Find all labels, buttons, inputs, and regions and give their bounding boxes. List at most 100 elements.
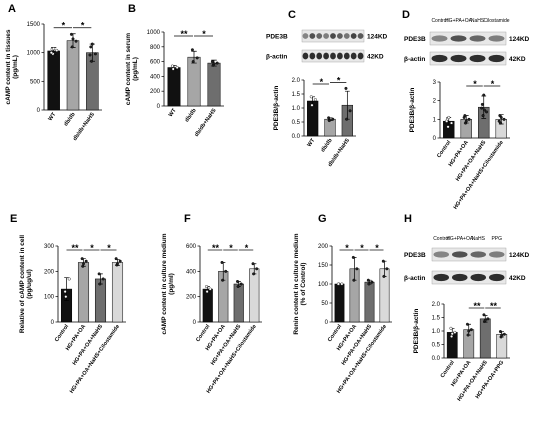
data-point [90,42,94,46]
y-axis-label: (% of Control) [300,263,307,306]
blot-band [431,54,448,63]
data-point [205,285,209,289]
y-tick-label: 300 [44,244,55,250]
blot-band [316,52,323,60]
blot-band [488,273,505,282]
blot-row-label: PDE3B [266,34,288,41]
blot-band [316,33,323,39]
data-point [101,277,105,281]
data-point [466,333,470,337]
blot-band [488,54,505,63]
blot-size-label: 42KD [509,275,526,282]
data-point [236,279,240,283]
blot-band [343,33,350,39]
data-point [93,52,97,56]
y-axis-label: (pg/ml) [168,273,175,295]
x-tick-label: db/db [63,111,77,127]
y-tick-label: 3 [433,80,437,86]
blot-size-label: 42KD [509,56,526,63]
data-point [71,37,75,41]
bar [364,281,375,323]
y-tick-label: 1.0 [432,329,441,335]
significance-label: * [337,75,341,85]
x-tick-label: HG+PA+OA+NaHS [72,323,105,366]
blot-band [488,35,505,42]
data-point [69,32,73,36]
data-point [367,282,371,286]
bar [94,278,107,323]
data-point [382,274,386,278]
blot-band [433,251,450,258]
data-point [67,277,71,281]
y-tick-label: 0 [325,320,329,326]
blot-band [357,52,364,60]
y-axis-label: cAMP content in culture medium [161,233,168,334]
y-tick-label: 0 [157,104,161,110]
data-point [336,282,340,286]
data-point [381,259,385,263]
panel-letter: A [8,3,16,15]
y-tick-label: 2 [433,99,437,105]
x-tick-label: WT [168,107,178,118]
y-axis-label: PDE3B/β-actin [413,309,420,354]
x-tick-label: WT [47,111,57,122]
data-point [205,290,209,294]
y-tick-label: 1000 [27,51,41,57]
y-tick-label: 1500 [27,22,41,28]
bar [187,56,201,107]
blot-band [330,33,336,39]
data-point [327,116,331,120]
bar [167,67,181,107]
y-tick-label: 200 [318,244,329,250]
data-point [446,125,450,129]
y-tick-label: 2.0 [292,78,301,84]
blot-strip [429,51,507,66]
data-point [464,119,468,123]
data-point [450,334,454,338]
y-tick-label: 0 [433,136,437,142]
blot-band [302,52,309,60]
data-point [118,259,122,263]
y-tick-label: 0 [51,320,55,326]
x-tick-label: HG+PA+OA+NaHS [456,359,489,402]
panel-letter: B [128,3,136,15]
blot-size-label: 124KD [509,36,530,43]
y-tick-label: 200 [150,89,161,95]
data-point [453,330,457,334]
significance-label: ** [71,243,79,253]
data-point [331,117,335,121]
significance-label: * [473,79,477,89]
blot-row-label: β-actin [404,56,425,63]
y-tick-label: 200 [186,295,197,301]
y-tick-label: 500 [30,79,41,85]
blot-size-label: 124KD [509,252,530,259]
data-point [74,39,78,43]
blot-row-label: β-actin [266,54,287,61]
y-axis-label: (pg/ug/ul) [26,269,33,299]
blot-band [470,251,487,258]
blot-lane-label: Control [433,236,449,242]
data-point [366,278,370,282]
y-tick-label: 1000 [147,30,161,36]
data-point [348,109,352,113]
y-tick-label: 600 [186,244,197,250]
data-point [385,267,389,271]
significance-label: ** [180,29,188,39]
blot-band [431,35,448,42]
panel-letter: E [10,213,17,225]
y-axis-label: (pg/mL) [132,57,139,81]
bar [249,268,260,323]
x-tick-label: Control [436,139,452,159]
data-point [115,262,119,266]
blot-lane-label: PPG [491,236,502,242]
data-point [49,51,53,55]
y-tick-label: 0.5 [432,343,441,349]
blot-strip [431,247,507,262]
data-point [313,98,317,102]
significance-label: * [62,21,66,31]
significance-label: * [107,243,111,253]
significance-label: * [202,29,206,39]
blot-band [488,251,505,258]
blot-band [336,52,343,60]
y-tick-label: 1.0 [292,106,301,112]
